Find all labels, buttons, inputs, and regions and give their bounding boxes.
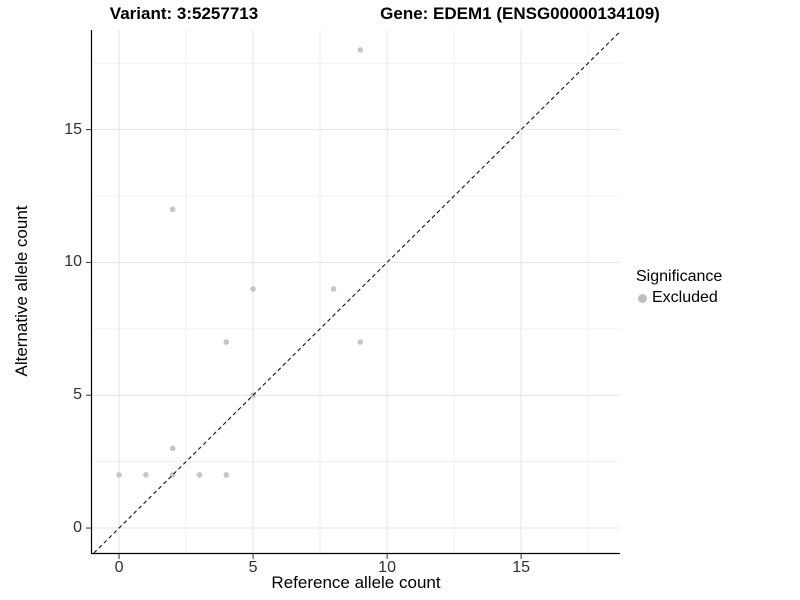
identity-line [93, 31, 621, 554]
legend: Significance Excluded [636, 268, 722, 307]
plot-title-variant: Variant: 3:5257713 [109, 4, 259, 23]
x-tick-label: 15 [512, 559, 530, 576]
x-tick-label: 0 [114, 559, 124, 576]
scatter-point [169, 206, 176, 213]
scatter-point [223, 339, 230, 345]
x-tick-label: 5 [248, 559, 258, 576]
legend-point-swatch [638, 293, 647, 303]
plot-title-gene: Gene: EDEM1 (ENSG00000134109) [380, 4, 660, 23]
y-tick-label: 15 [64, 120, 82, 138]
scatter-point [196, 472, 203, 478]
y-tick-label: 0 [73, 519, 82, 537]
legend-entry-excluded: Excluded [636, 289, 722, 307]
y-tick-label: 10 [64, 253, 82, 271]
scatter-point [357, 339, 364, 345]
scatter-point [250, 286, 256, 292]
legend-entry-label: Excluded [652, 289, 718, 306]
scatter-point [169, 445, 176, 452]
scatter-point [330, 286, 337, 292]
y-tick-label: 5 [73, 386, 82, 404]
scatter-point [357, 47, 364, 53]
scatter-point [223, 472, 230, 478]
x-tick-label: 10 [378, 559, 396, 576]
y-axis-title: Alternative allele count [12, 205, 31, 377]
scatter-point [143, 472, 149, 478]
scatter-point [116, 472, 122, 478]
x-axis-title: Reference allele count [271, 573, 441, 592]
legend-title: Significance [636, 268, 723, 285]
